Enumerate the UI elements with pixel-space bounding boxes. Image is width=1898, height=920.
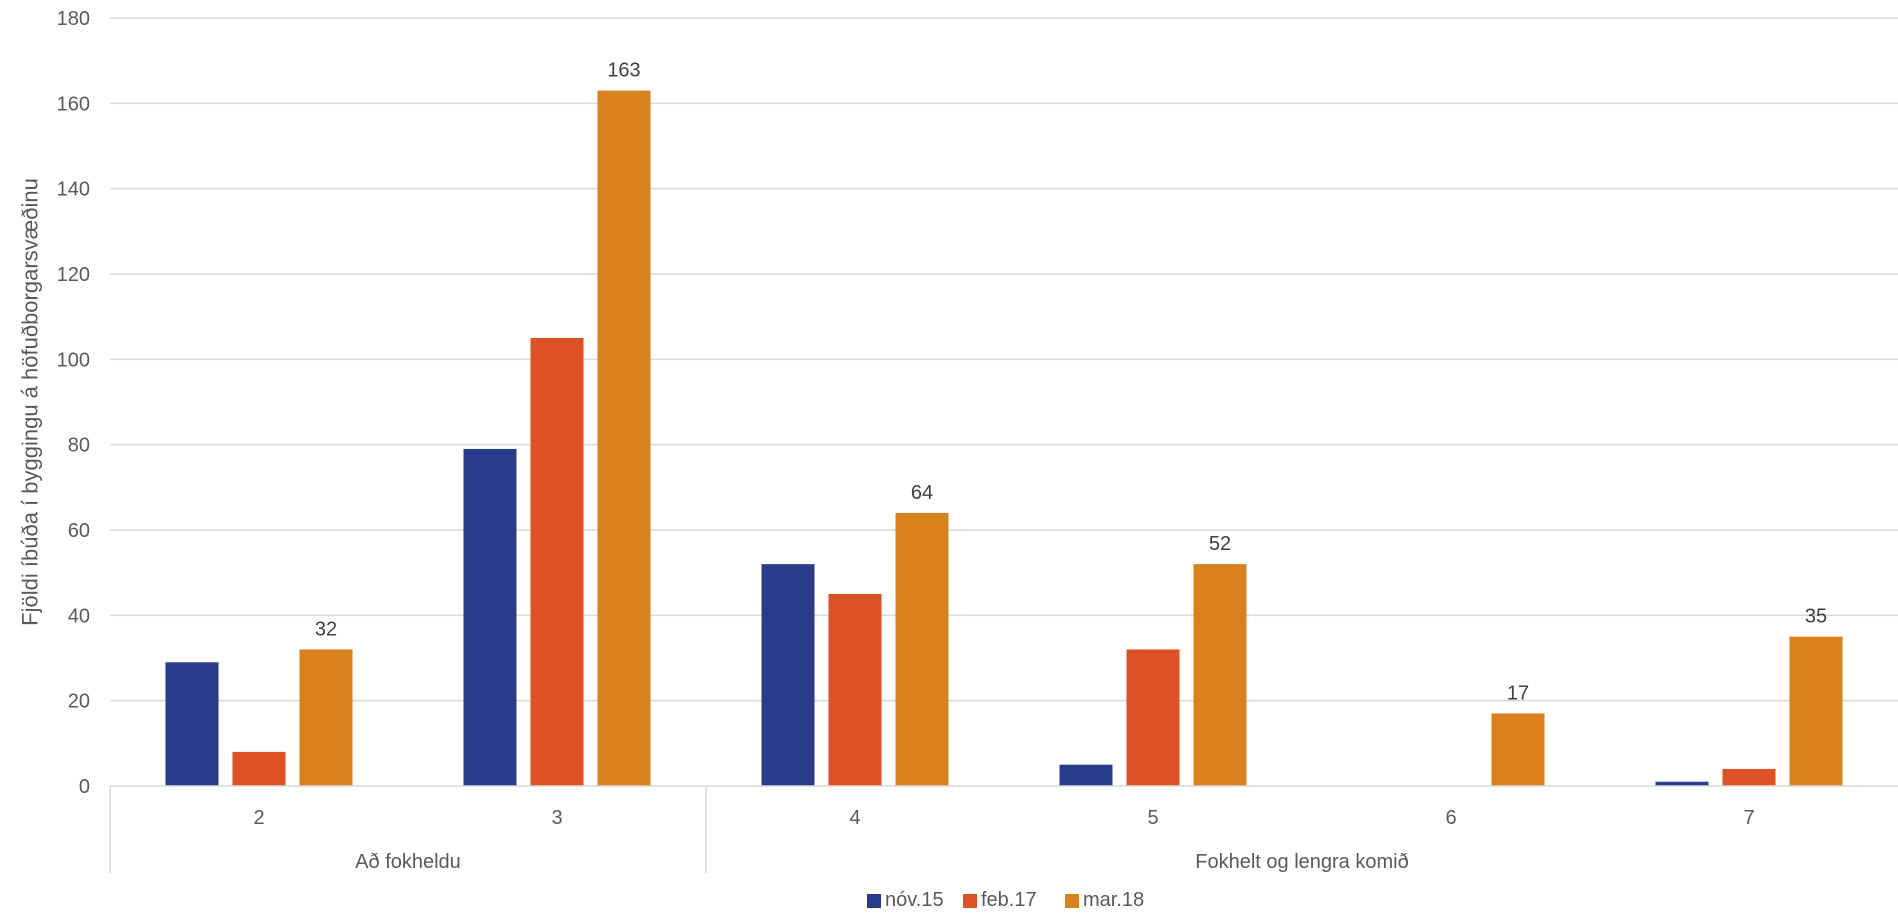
- y-tick-label: 180: [57, 8, 90, 30]
- bar-feb.17-5: [1126, 649, 1180, 786]
- legend-item-nóv.15: nóv.15: [867, 889, 944, 911]
- bar-nóv.15-2: [165, 662, 219, 786]
- legend-swatch: [867, 894, 881, 908]
- x-tick-label: 5: [1147, 807, 1158, 829]
- y-tick-label: 100: [57, 349, 90, 371]
- y-tick-label: 80: [68, 435, 90, 457]
- bar-mar.18-4: [895, 512, 949, 786]
- y-tick-label: 140: [57, 179, 90, 201]
- data-label: 32: [315, 618, 337, 640]
- legend-label: mar.18: [1083, 889, 1144, 911]
- data-label: 64: [911, 482, 933, 504]
- bar-nóv.15-4: [761, 564, 815, 786]
- x-group-label: Fokhelt og lengra komið: [1195, 851, 1408, 873]
- bar-mar.18-6: [1491, 713, 1545, 786]
- y-axis-title: Fjöldi íbúða í byggingu á höfuðborgarsvæ…: [18, 178, 43, 626]
- axes: 0 20 40 60 80 100 120 140 160 180 2 3 4 5 6 7 Að fokheld…: [57, 8, 1898, 873]
- bar-mar.18-7: [1789, 636, 1843, 786]
- legend-swatch: [1065, 894, 1079, 908]
- y-tick-label: 120: [57, 264, 90, 286]
- bar-feb.17-4: [828, 594, 882, 786]
- bars: [165, 90, 1843, 787]
- bar-nóv.15-7: [1655, 781, 1709, 786]
- bar-feb.17-2: [232, 751, 286, 786]
- legend-label: nóv.15: [885, 889, 944, 911]
- bar-nóv.15-5: [1059, 764, 1113, 786]
- bar-feb.17-3: [530, 338, 584, 786]
- x-tick-label: 2: [253, 807, 264, 829]
- data-label: 17: [1507, 682, 1529, 704]
- bar-feb.17-7: [1722, 768, 1776, 786]
- x-tick-label: 7: [1743, 807, 1754, 829]
- y-tick-label: 0: [79, 776, 90, 798]
- legend-item-feb.17: feb.17: [963, 889, 1037, 911]
- gridlines: [110, 17, 1898, 702]
- x-tick-label: 3: [551, 807, 562, 829]
- data-label: 163: [607, 60, 640, 82]
- bar-mar.18-2: [299, 649, 353, 786]
- data-labels: 32 163 64 52 17 35: [315, 60, 1827, 705]
- bar-nóv.15-3: [463, 448, 517, 786]
- bar-mar.18-5: [1193, 564, 1247, 786]
- legend-label: feb.17: [981, 889, 1037, 911]
- x-tick-label: 6: [1445, 807, 1456, 829]
- legend: nóv.15 feb.17 mar.18: [867, 889, 1144, 911]
- data-label: 52: [1209, 533, 1231, 555]
- x-group-label: Að fokheldu: [355, 851, 461, 873]
- legend-item-mar.18: mar.18: [1065, 889, 1144, 911]
- y-tick-label: 20: [68, 691, 90, 713]
- y-tick-label: 60: [68, 520, 90, 542]
- x-tick-label: 4: [849, 807, 860, 829]
- bar-mar.18-3: [597, 90, 651, 787]
- y-tick-label: 40: [68, 605, 90, 627]
- data-label: 35: [1805, 606, 1827, 628]
- y-tick-label: 160: [57, 93, 90, 115]
- legend-swatch: [963, 894, 977, 908]
